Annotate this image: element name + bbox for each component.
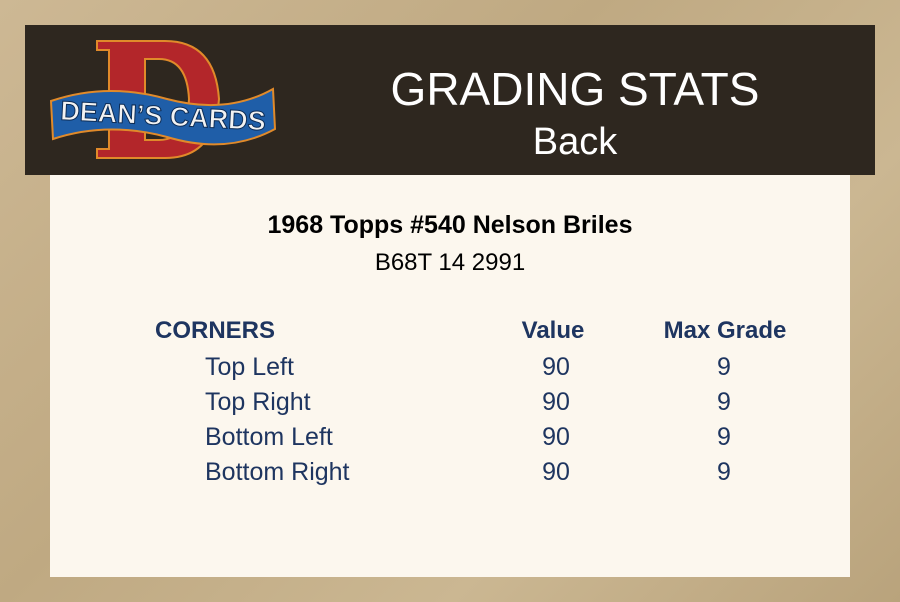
max-grade-header: Max Grade	[663, 317, 787, 344]
value-header: Value	[521, 317, 585, 344]
row-label: Top Left	[205, 353, 294, 381]
stats-panel: 1968 Topps #540 Nelson Briles B68T 14 29…	[50, 175, 850, 577]
row-value: 90	[542, 423, 570, 451]
row-max-grade: 9	[717, 423, 731, 451]
card-code: B68T 14 2991	[374, 249, 526, 276]
row-label: Top Right	[205, 388, 311, 416]
row-value: 90	[542, 388, 570, 416]
card-title: 1968 Topps #540 Nelson Briles	[267, 211, 633, 239]
row-max-grade: 9	[717, 458, 731, 486]
corners-header: CORNERS	[155, 317, 276, 344]
header: DEAN’S CARDS GRADING STATS Back	[25, 25, 875, 175]
row-value: 90	[542, 458, 570, 486]
deans-cards-logo: DEAN’S CARDS	[49, 40, 277, 159]
page-subtitle: Back	[532, 121, 618, 163]
row-max-grade: 9	[717, 353, 731, 381]
row-label: Bottom Left	[205, 423, 333, 451]
row-label: Bottom Right	[205, 458, 350, 486]
row-max-grade: 9	[717, 388, 731, 416]
page-title: GRADING STATS	[390, 63, 760, 115]
row-value: 90	[542, 353, 570, 381]
